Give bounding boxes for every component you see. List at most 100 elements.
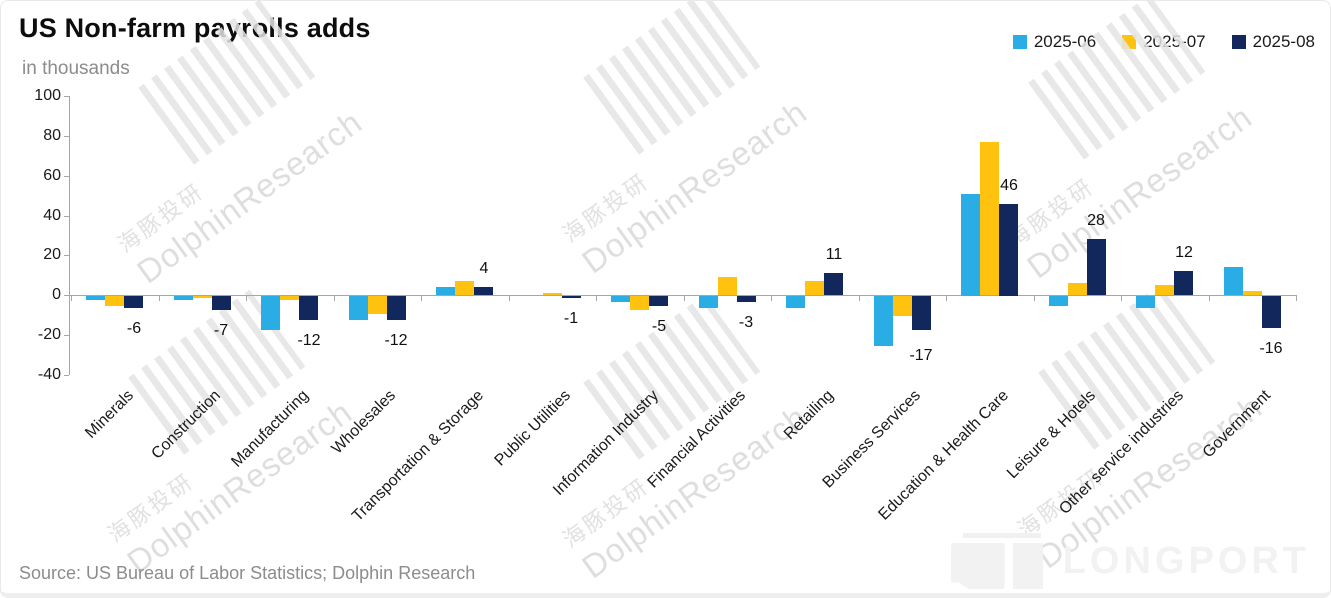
y-tick-mark <box>64 136 69 137</box>
bar <box>105 296 124 306</box>
watermark-hatch-icon <box>583 1 761 155</box>
bar <box>718 277 737 295</box>
bar <box>543 293 562 295</box>
longport-logo-icon <box>950 533 1043 589</box>
bar-value-label: 4 <box>479 260 489 277</box>
legend-label: 2025-08 <box>1252 32 1315 51</box>
longport-logo: LONGPORT <box>950 533 1310 589</box>
bar-value-label: 12 <box>1175 244 1193 261</box>
y-tick-mark <box>64 176 69 177</box>
y-tick-mark <box>64 255 69 256</box>
x-tick-mark <box>421 295 422 301</box>
bar <box>562 296 581 298</box>
x-category-label: Business Services <box>819 387 925 492</box>
bar <box>699 296 718 308</box>
speech-bubble-icon <box>950 543 1005 589</box>
bar <box>212 296 231 310</box>
bar <box>1262 296 1281 328</box>
bar <box>349 296 368 320</box>
bar-value-label: 11 <box>825 246 843 263</box>
bar <box>280 296 299 300</box>
legend-item: 2025-08 <box>1231 32 1315 52</box>
watermark-hatch-icon <box>138 1 316 165</box>
legend-swatch-icon <box>1012 35 1027 49</box>
bar <box>824 273 843 295</box>
bar <box>1087 239 1106 295</box>
bar <box>436 287 455 295</box>
y-tick-mark <box>64 216 69 217</box>
y-tick-label: 20 <box>43 246 61 263</box>
bar <box>1049 296 1068 306</box>
bar <box>805 281 824 295</box>
bar <box>1136 296 1155 308</box>
watermark-en-text: DolphinResearch <box>1020 97 1259 286</box>
bar <box>474 287 493 295</box>
x-tick-mark <box>159 295 160 301</box>
y-tick-label: 40 <box>43 207 61 224</box>
bar <box>1068 283 1087 295</box>
legend-swatch-icon <box>1231 35 1246 49</box>
bar-value-label: -7 <box>213 322 229 339</box>
x-category-label: Public Utilities <box>491 387 575 470</box>
bar <box>737 296 756 302</box>
bar-value-label: -16 <box>1259 340 1283 357</box>
bar <box>1224 267 1243 295</box>
bar-value-label: -6 <box>126 320 142 337</box>
x-tick-mark <box>946 295 947 301</box>
x-tick-mark <box>771 295 772 301</box>
x-tick-mark <box>334 295 335 301</box>
bar <box>649 296 668 306</box>
x-category-label: Retailing <box>780 387 838 444</box>
bar <box>368 296 387 314</box>
watermark-hatch-icon <box>1028 1 1206 160</box>
x-tick-mark <box>1121 295 1122 301</box>
watermark-en-text: DolphinResearch <box>575 92 814 281</box>
bar <box>299 296 318 320</box>
x-category-label: Wholesales <box>328 387 400 458</box>
bar-value-label: -12 <box>297 332 321 349</box>
x-category-label: Construction <box>148 387 225 463</box>
bar-value-label: -1 <box>563 310 579 327</box>
y-axis-line <box>69 96 70 375</box>
bar <box>387 296 406 320</box>
y-tick-label: 60 <box>43 167 61 184</box>
longport-logo-text: LONGPORT <box>1062 539 1310 582</box>
x-tick-mark <box>246 295 247 301</box>
bar-value-label: 46 <box>1000 177 1018 194</box>
y-tick-mark <box>64 375 69 376</box>
bar <box>86 296 105 300</box>
x-tick-mark <box>1209 295 1210 301</box>
bar <box>912 296 931 330</box>
y-tick-mark <box>64 295 69 296</box>
bar <box>630 296 649 310</box>
bar <box>193 296 212 298</box>
x-category-label: Transportation & Storage <box>349 387 488 526</box>
x-category-label: Financial Activities <box>644 387 750 492</box>
y-tick-label: 80 <box>43 127 61 144</box>
bar <box>961 194 980 296</box>
y-tick-label: 100 <box>34 87 61 104</box>
bar <box>1155 285 1174 295</box>
source-note: Source: US Bureau of Labor Statistics; D… <box>19 563 476 583</box>
bar-value-label: -5 <box>651 318 667 335</box>
watermark-tile: 海豚投研 DolphinResearch <box>496 1 815 281</box>
y-tick-mark <box>64 335 69 336</box>
bar <box>455 281 474 295</box>
x-axis-line <box>69 295 1296 296</box>
x-tick-mark <box>684 295 685 301</box>
bar-value-label: -3 <box>738 314 754 331</box>
bar <box>174 296 193 300</box>
x-tick-mark <box>859 295 860 301</box>
bar <box>1174 271 1193 295</box>
bar <box>999 204 1018 296</box>
y-tick-label: -20 <box>37 326 61 343</box>
y-tick-label: 0 <box>52 286 61 303</box>
y-tick-mark <box>64 96 69 97</box>
x-category-label: Manufacturing <box>228 387 313 471</box>
x-tick-mark <box>596 295 597 301</box>
y-tick-label: -40 <box>37 366 61 383</box>
chart-subtitle: in thousands <box>22 58 130 79</box>
bar <box>980 142 999 295</box>
